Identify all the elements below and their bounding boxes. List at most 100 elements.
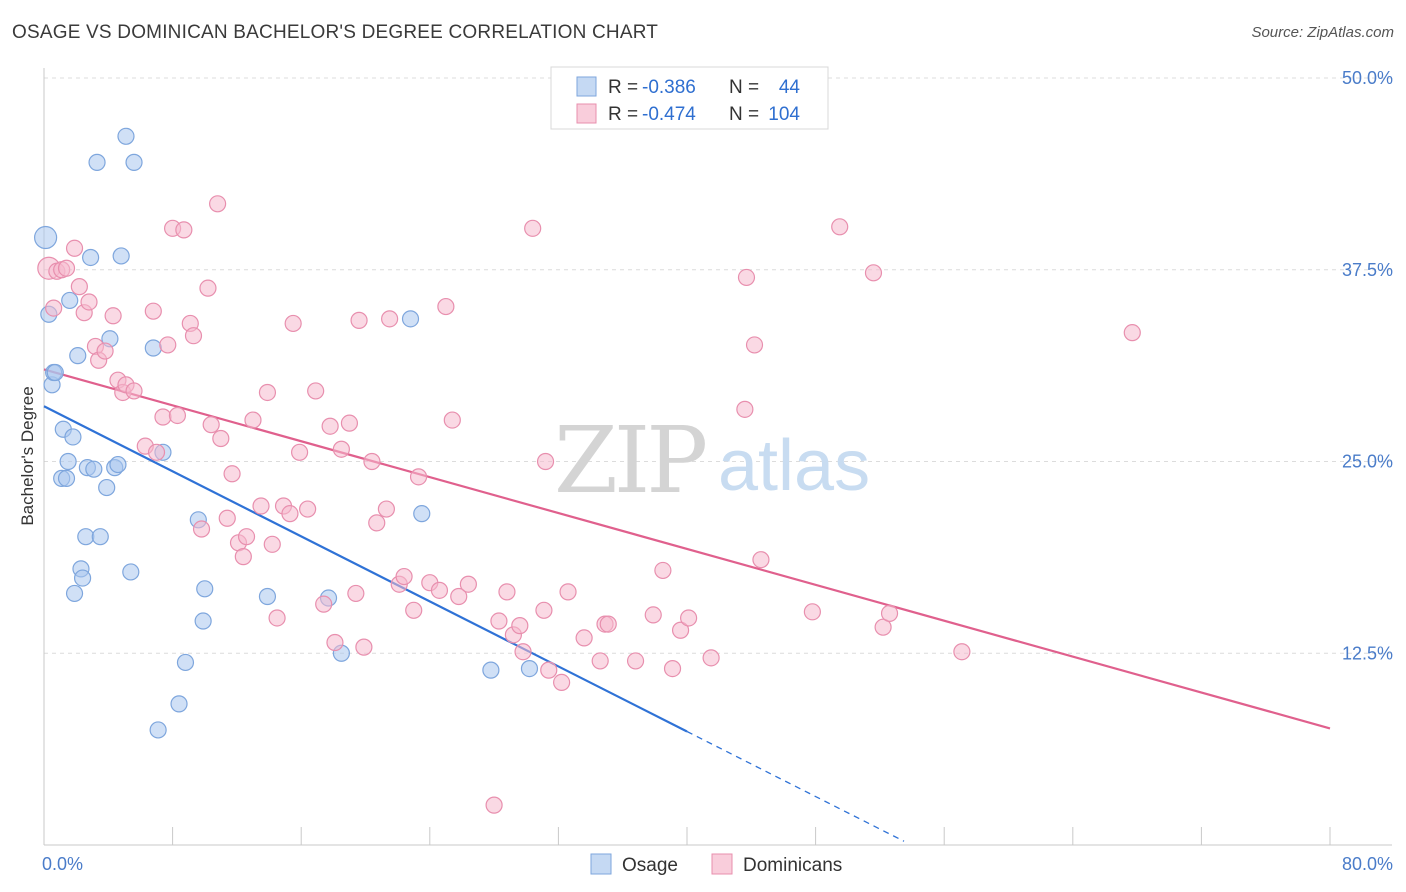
dominicans-point-79 bbox=[553, 673, 571, 691]
dominicans-point-39 bbox=[263, 535, 281, 553]
dominicans-point-74 bbox=[514, 643, 532, 661]
x-tick-label-max: 80.0% bbox=[1342, 854, 1393, 874]
dominicans-point-69 bbox=[485, 796, 503, 814]
legend-dominicans-bottom-swatch bbox=[711, 853, 733, 875]
osage-point-17 bbox=[82, 248, 100, 267]
osage-point-18 bbox=[85, 460, 103, 478]
dominicans-point-84 bbox=[599, 615, 617, 633]
dominicans-point-67 bbox=[450, 587, 468, 606]
dominicans-point-64 bbox=[430, 581, 449, 599]
osage-point-27 bbox=[122, 563, 140, 581]
dominicans-point-96 bbox=[803, 603, 821, 621]
dominicans-point-88 bbox=[663, 659, 682, 678]
dominicans-point-77 bbox=[536, 452, 555, 471]
y-axis-label: Bachelor's Degree bbox=[18, 386, 37, 525]
osage-point-42 bbox=[520, 659, 539, 678]
legend-dominicans-bottom-label: Dominicans bbox=[743, 855, 842, 876]
dominicans-point-76 bbox=[535, 601, 553, 619]
dominicans-point-43 bbox=[284, 314, 302, 333]
dominicans-point-10 bbox=[96, 342, 114, 360]
dominicans-point-44 bbox=[290, 443, 309, 461]
dominicans-point-92 bbox=[736, 400, 754, 418]
y-tick-label-3: 50.0% bbox=[1342, 68, 1393, 88]
dominicans-point-36 bbox=[244, 411, 262, 429]
legend-dominicans-r-value: -0.474 bbox=[642, 104, 696, 125]
dominicans-point-18 bbox=[147, 443, 166, 461]
dominicans-point-5 bbox=[70, 278, 88, 296]
osage-point-20 bbox=[91, 528, 109, 546]
dominicans-point-15 bbox=[125, 382, 143, 400]
dominicans-point-80 bbox=[559, 583, 577, 601]
y-tick-label-2: 37.5% bbox=[1342, 260, 1393, 280]
legend-osage-n-label: N = bbox=[729, 77, 759, 98]
tick-labels: 12.5% 25.0% 37.5% 50.0% 0.0% 80.0% bbox=[42, 68, 1393, 874]
dominicans-point-4 bbox=[65, 239, 84, 257]
watermark-zip: ZIP bbox=[554, 407, 705, 514]
dominicans-point-23 bbox=[175, 221, 193, 239]
dominicans-point-85 bbox=[626, 652, 645, 670]
dominicans-point-78 bbox=[540, 661, 558, 679]
dominicans-point-27 bbox=[199, 279, 217, 297]
legend-dominicans-r-label: R = bbox=[608, 104, 638, 125]
osage-point-25 bbox=[112, 247, 130, 265]
grid-lines bbox=[44, 77, 1392, 654]
osage-trend-line bbox=[43, 405, 688, 733]
y-tick-label-0: 12.5% bbox=[1342, 643, 1393, 663]
dominicans-point-99 bbox=[874, 618, 892, 636]
legend-osage-r-label: R = bbox=[608, 77, 638, 98]
dominicans-point-62 bbox=[409, 468, 428, 486]
dominicans-point-40 bbox=[268, 609, 286, 627]
dominicans-point-103 bbox=[45, 299, 63, 317]
legend-dominicans-n-label: N = bbox=[729, 104, 759, 125]
dominicans-point-86 bbox=[644, 606, 662, 624]
legend-stats-box bbox=[550, 66, 829, 130]
dominicans-point-54 bbox=[355, 638, 373, 656]
osage-point-40 bbox=[401, 310, 420, 328]
dominicans-point-49 bbox=[326, 633, 344, 652]
dominicans-point-38 bbox=[258, 383, 277, 402]
osage-point-32 bbox=[170, 695, 188, 713]
dominicans-point-60 bbox=[395, 567, 413, 586]
dominicans-point-37 bbox=[252, 497, 270, 515]
source-credit: Source: ZipAtlas.com bbox=[1251, 24, 1394, 41]
legend-osage-swatch bbox=[576, 76, 597, 97]
dominicans-point-45 bbox=[299, 500, 317, 518]
chart-title: OSAGE VS DOMINICAN BACHELOR'S DEGREE COR… bbox=[12, 22, 659, 43]
dominicans-point-50 bbox=[332, 440, 350, 458]
osage-point-37 bbox=[258, 587, 277, 606]
dominicans-point-95 bbox=[752, 551, 770, 569]
dominicans-point-17 bbox=[144, 302, 162, 320]
dominicans-point-25 bbox=[184, 327, 203, 345]
dominicans-point-93 bbox=[737, 268, 756, 287]
dominicans-point-42 bbox=[281, 505, 299, 523]
osage-point-30 bbox=[149, 721, 167, 739]
osage-point-41 bbox=[413, 505, 431, 523]
dominicans-point-82 bbox=[591, 652, 609, 670]
dominicans-point-3 bbox=[57, 259, 76, 277]
legend-osage-bottom-swatch bbox=[590, 853, 612, 875]
dominicans-point-11 bbox=[104, 307, 122, 325]
osage-point-0 bbox=[34, 225, 58, 250]
dominicans-point-91 bbox=[702, 649, 720, 667]
osage-point-29 bbox=[144, 339, 162, 357]
dominicans-point-90 bbox=[680, 609, 698, 627]
osage-point-33 bbox=[176, 653, 195, 672]
legend-stats: R = -0.386 N = 44 R = -0.474 N = 104 bbox=[550, 66, 829, 130]
dominicans-point-47 bbox=[315, 595, 333, 613]
legend-series: Osage Dominicans bbox=[590, 853, 842, 876]
dominicans-point-51 bbox=[340, 414, 359, 432]
dominicans-point-35 bbox=[237, 528, 256, 546]
osage-point-15 bbox=[77, 528, 95, 546]
dominicans-point-57 bbox=[377, 500, 395, 518]
osage-point-4 bbox=[46, 363, 64, 382]
osage-point-12 bbox=[69, 347, 87, 365]
dominicans-point-53 bbox=[350, 311, 368, 329]
dominicans-point-87 bbox=[654, 561, 672, 580]
y-tick-label-1: 25.0% bbox=[1342, 452, 1393, 472]
osage-point-35 bbox=[194, 612, 212, 630]
dominicans-point-100 bbox=[880, 604, 899, 622]
watermark: ZIP atlas bbox=[554, 407, 870, 514]
dominicans-point-19 bbox=[154, 408, 172, 426]
legend-osage-n-value: 44 bbox=[779, 77, 801, 98]
osage-point-19 bbox=[88, 153, 106, 171]
